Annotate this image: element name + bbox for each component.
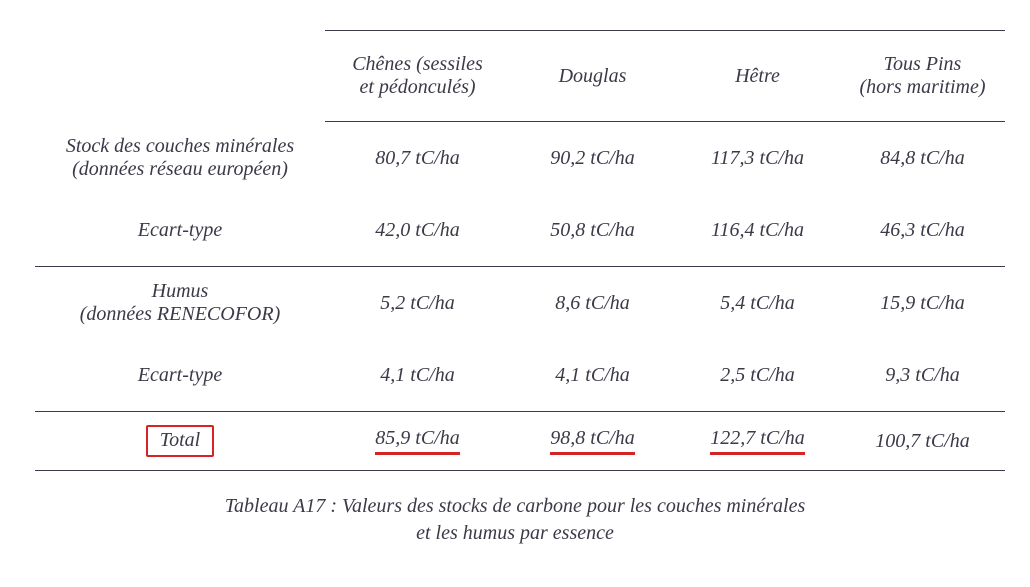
total-cell: 122,7 tC/ha xyxy=(675,412,840,471)
cell: 9,3 tC/ha xyxy=(840,339,1005,412)
total-cell: 98,8 tC/ha xyxy=(510,412,675,471)
total-cell: 85,9 tC/ha xyxy=(325,412,510,471)
col-header-hetre: Hêtre xyxy=(675,31,840,122)
table-header-row: Chênes (sessileset pédonculés) Douglas H… xyxy=(35,31,1005,122)
table-row: Humus(données RENECOFOR) 5,2 tC/ha 8,6 t… xyxy=(35,267,1005,340)
cell: 50,8 tC/ha xyxy=(510,194,675,267)
col-header-chenes: Chênes (sessileset pédonculés) xyxy=(325,31,510,122)
cell: 90,2 tC/ha xyxy=(510,122,675,195)
table-total-row: Total 85,9 tC/ha 98,8 tC/ha 122,7 tC/ha … xyxy=(35,412,1005,471)
total-value: 85,9 tC/ha xyxy=(375,427,459,455)
total-label-cell: Total xyxy=(35,412,325,471)
cell: 2,5 tC/ha xyxy=(675,339,840,412)
cell: 84,8 tC/ha xyxy=(840,122,1005,195)
cell: 5,4 tC/ha xyxy=(675,267,840,340)
cell: 4,1 tC/ha xyxy=(510,339,675,412)
cell: 80,7 tC/ha xyxy=(325,122,510,195)
total-cell: 100,7 tC/ha xyxy=(840,412,1005,471)
carbon-stock-table: Chênes (sessileset pédonculés) Douglas H… xyxy=(35,30,1005,471)
total-value: 100,7 tC/ha xyxy=(875,430,969,452)
total-value: 98,8 tC/ha xyxy=(550,427,634,455)
col-header-text: Tous Pins(hors maritime) xyxy=(859,53,985,98)
row-label: Humus(données RENECOFOR) xyxy=(35,267,325,340)
cell: 5,2 tC/ha xyxy=(325,267,510,340)
cell: 46,3 tC/ha xyxy=(840,194,1005,267)
table-caption: Tableau A17 : Valeurs des stocks de carb… xyxy=(35,493,995,547)
cell: 42,0 tC/ha xyxy=(325,194,510,267)
row-label: Ecart-type xyxy=(35,339,325,412)
cell: 116,4 tC/ha xyxy=(675,194,840,267)
row-label: Stock des couches minérales(données rése… xyxy=(35,122,325,195)
header-empty xyxy=(35,31,325,122)
cell: 15,9 tC/ha xyxy=(840,267,1005,340)
cell: 117,3 tC/ha xyxy=(675,122,840,195)
cell: 4,1 tC/ha xyxy=(325,339,510,412)
cell: 8,6 tC/ha xyxy=(510,267,675,340)
caption-line-2: et les humus par essence xyxy=(416,522,614,544)
caption-line-1: Tableau A17 : Valeurs des stocks de carb… xyxy=(225,495,805,517)
col-header-text: Chênes (sessileset pédonculés) xyxy=(352,53,483,98)
table-row: Ecart-type 42,0 tC/ha 50,8 tC/ha 116,4 t… xyxy=(35,194,1005,267)
col-header-text: Douglas xyxy=(559,65,627,87)
col-header-text: Hêtre xyxy=(735,65,780,87)
table-row: Ecart-type 4,1 tC/ha 4,1 tC/ha 2,5 tC/ha… xyxy=(35,339,1005,412)
total-label: Total xyxy=(146,425,214,457)
col-header-douglas: Douglas xyxy=(510,31,675,122)
table-row: Stock des couches minérales(données rése… xyxy=(35,122,1005,195)
row-label: Ecart-type xyxy=(35,194,325,267)
total-value: 122,7 tC/ha xyxy=(710,427,804,455)
col-header-pins: Tous Pins(hors maritime) xyxy=(840,31,1005,122)
